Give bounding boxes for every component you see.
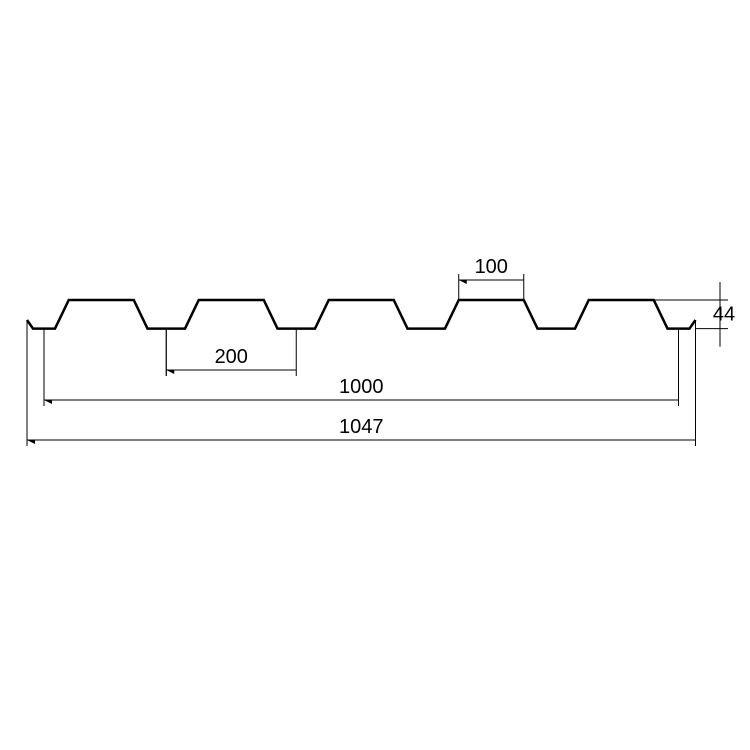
- dimension-label: 200: [215, 346, 248, 368]
- dimension-label: 44: [713, 303, 735, 325]
- dimension-label: 100: [475, 256, 508, 278]
- profile-outline: [27, 300, 696, 329]
- dimension-top-width: 100: [459, 256, 524, 300]
- dimension-cover: 1000: [44, 329, 679, 406]
- dimension-label: 1047: [339, 416, 384, 438]
- dimension-label: 1000: [339, 376, 384, 398]
- dimension-pitch: 200: [166, 329, 296, 376]
- dimension-height: 44: [654, 282, 735, 347]
